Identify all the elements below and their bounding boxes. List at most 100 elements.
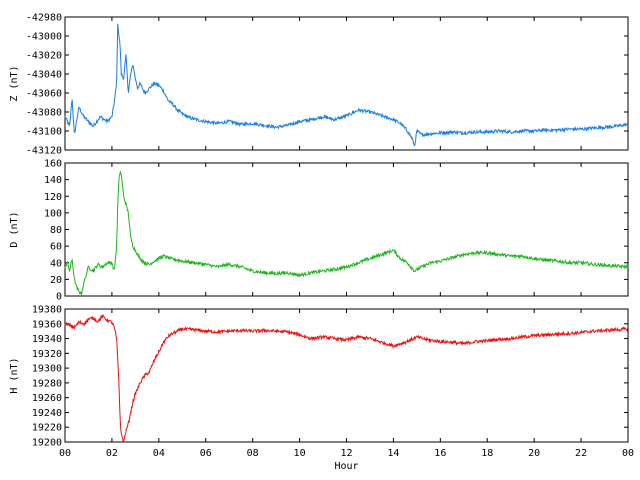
data-point-h [451, 342, 452, 343]
data-point-z [100, 116, 101, 117]
data-point-z [463, 132, 464, 133]
data-point-h [116, 338, 117, 339]
data-point-d [451, 257, 452, 258]
data-point-d [463, 254, 464, 255]
data-point-h [393, 345, 394, 346]
y-tick-label: 19240 [32, 408, 62, 419]
data-point-h [229, 331, 230, 332]
data-point-h [299, 334, 300, 335]
data-point-h [264, 330, 265, 331]
x-tick-label: 06 [200, 448, 212, 459]
data-point-h [358, 336, 359, 337]
data-point-z [217, 123, 218, 124]
data-point-z [240, 124, 241, 125]
data-point-h [534, 335, 535, 336]
data-point-h [121, 434, 122, 435]
y-tick-label: 19300 [32, 364, 62, 375]
y-tick-label: 19320 [32, 349, 62, 360]
y-tick-label: 40 [50, 258, 62, 269]
data-point-z [130, 73, 131, 74]
data-point-d [229, 264, 230, 265]
data-point-z [139, 83, 140, 84]
data-point-d [369, 258, 370, 259]
panel-d: 160 140 120 100 80 60 40 20 0 D (nT) [9, 159, 629, 303]
data-point-d [64, 266, 65, 267]
series-line-h [64, 314, 629, 443]
data-point-z [322, 116, 323, 117]
data-point-d [107, 262, 108, 263]
data-point-h [440, 341, 441, 342]
data-point-z [498, 130, 499, 131]
y-tick-label: 19360 [32, 319, 62, 330]
data-point-z [196, 119, 197, 120]
data-point-h [240, 330, 241, 331]
x-tick-label: 00 [59, 448, 71, 459]
data-point-z [334, 119, 335, 120]
data-point-z [114, 102, 115, 103]
data-point-z [121, 73, 122, 74]
data-point-h [139, 382, 140, 383]
data-point-h [88, 319, 89, 320]
data-point-z [117, 21, 118, 22]
data-point-h [475, 341, 476, 342]
data-point-z [414, 146, 415, 147]
data-point-d [69, 270, 70, 271]
data-point-z [154, 83, 155, 84]
data-point-z [522, 130, 523, 131]
data-point-d [83, 283, 84, 284]
data-point-h [149, 371, 150, 372]
data-point-d [498, 254, 499, 255]
data-point-d [252, 270, 253, 271]
data-point-h [182, 328, 183, 329]
data-point-h [252, 331, 253, 332]
data-point-h [569, 333, 570, 334]
data-point-h [276, 331, 277, 332]
data-point-d [264, 272, 265, 273]
data-point-h [168, 336, 169, 337]
data-point-d [135, 250, 136, 251]
y-tick-label: -43100 [26, 127, 62, 138]
data-point-z [118, 35, 119, 36]
data-point-h [545, 334, 546, 335]
y-tick-label: 120 [44, 192, 62, 203]
y-tick-label: -43040 [26, 70, 62, 81]
x-tick-label: 08 [247, 448, 259, 459]
data-point-z [78, 107, 79, 108]
data-point-d [475, 252, 476, 253]
data-point-z [144, 92, 145, 93]
data-point-h [205, 331, 206, 332]
data-point-z [393, 119, 394, 120]
data-point-h [405, 342, 406, 343]
data-point-z [381, 115, 382, 116]
data-point-d [132, 246, 133, 247]
data-point-z [123, 78, 124, 79]
data-point-z [69, 126, 70, 127]
data-point-d [616, 265, 617, 266]
data-point-z [311, 119, 312, 120]
data-point-z [428, 133, 429, 134]
y-tick-label: 100 [44, 208, 62, 219]
x-tick-label: 22 [575, 448, 587, 459]
data-point-h [627, 328, 628, 329]
x-axis-label: Hour [334, 461, 358, 472]
data-point-z [189, 117, 190, 118]
data-point-z [557, 129, 558, 130]
y-axis-label: D (nT) [9, 211, 20, 247]
data-point-d [510, 256, 511, 257]
data-point-z [229, 121, 230, 122]
data-point-z [421, 134, 422, 135]
data-point-h [130, 412, 131, 413]
data-point-d [381, 254, 382, 255]
data-point-d [604, 265, 605, 266]
data-point-h [580, 332, 581, 333]
data-point-z [116, 83, 117, 84]
data-point-z [120, 45, 121, 46]
data-point-d [240, 266, 241, 267]
data-point-d [430, 262, 431, 263]
data-point-d [440, 260, 441, 261]
data-point-h [83, 323, 84, 324]
data-point-z [172, 104, 173, 105]
data-point-d [358, 262, 359, 263]
data-point-z [264, 125, 265, 126]
